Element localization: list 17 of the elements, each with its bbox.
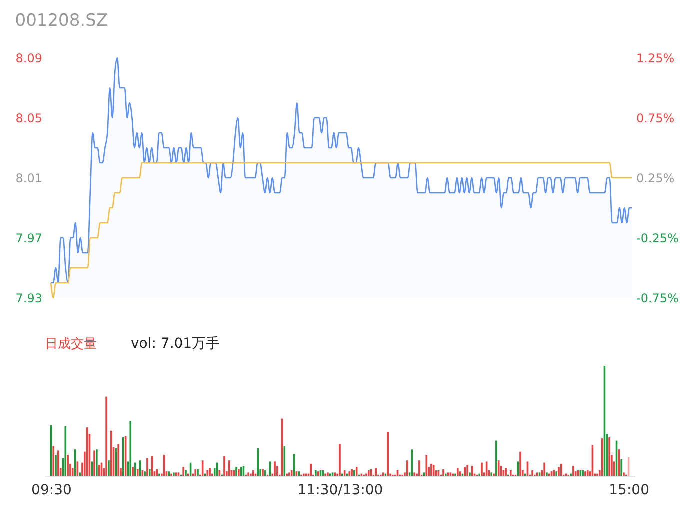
x-tick-label: 15:00 xyxy=(609,482,650,498)
x-tick-label: 09:30 xyxy=(32,482,72,498)
chart-title: 日成交量 xyxy=(45,336,97,352)
text: vol: 7.01万手 xyxy=(131,336,220,352)
y-tick-label: 8.09 xyxy=(16,52,42,66)
y-tick-label: 8.01 xyxy=(16,172,42,186)
y2-tick-label: 1.25% xyxy=(636,52,675,66)
chart-title: 001208.SZ xyxy=(15,11,108,31)
y2-tick-label: -0.75% xyxy=(636,292,679,306)
y2-tick-label: 0.75% xyxy=(636,112,675,126)
y-tick-label: 7.97 xyxy=(16,232,42,246)
y2-tick-label: 0.25% xyxy=(636,172,675,186)
y2-tick-label: -0.25% xyxy=(636,232,679,246)
y-tick-label: 8.05 xyxy=(16,112,42,126)
x-tick-label: 11:30/13:00 xyxy=(298,482,384,498)
line-series xyxy=(50,162,633,299)
y-tick-label: 7.93 xyxy=(16,292,42,306)
